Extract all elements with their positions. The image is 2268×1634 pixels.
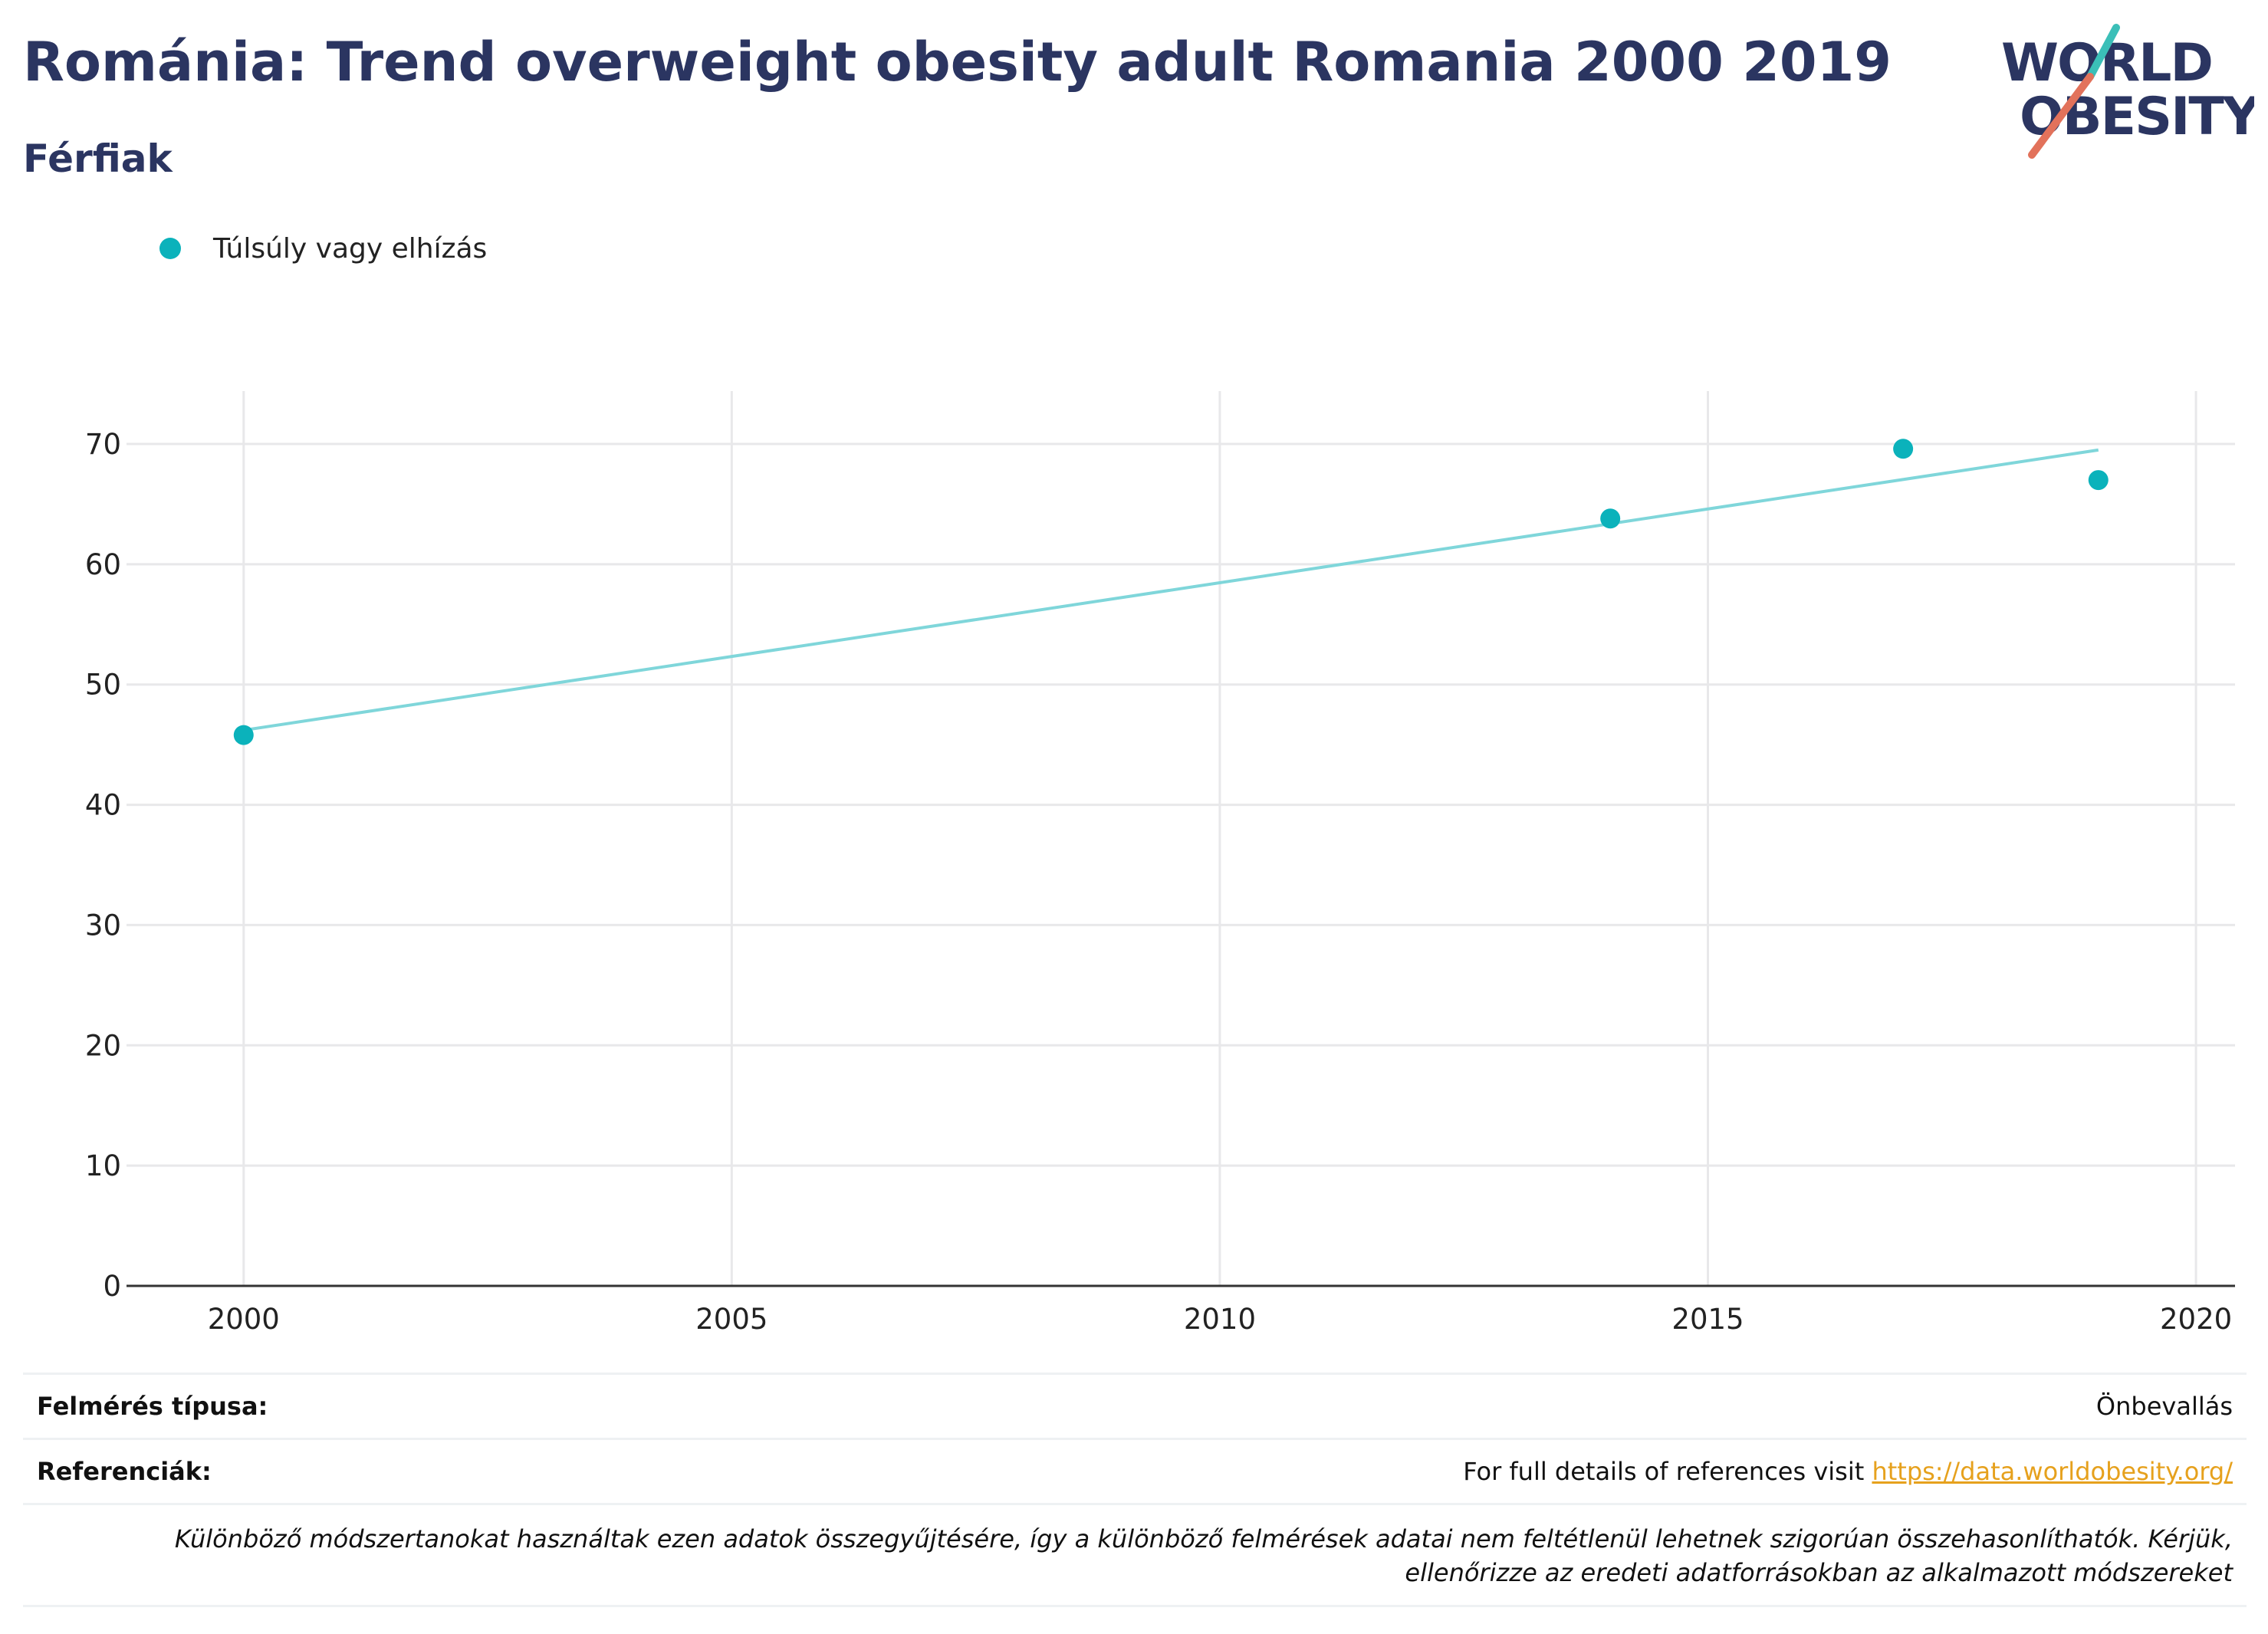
- logo-line2: OBESITY: [2020, 87, 2254, 147]
- info-table: Felmérés típusa: Önbevallás Referenciák:…: [23, 1373, 2247, 1607]
- data-point: [1893, 439, 1914, 459]
- y-tick-label: 40: [85, 789, 121, 822]
- y-tick-label: 20: [85, 1029, 121, 1062]
- chart: 0 10 20 30 40 50 60 70 2000 2005 2010 2015 2020: [85, 391, 2235, 1336]
- survey-type-value: Önbevallás: [2095, 1392, 2233, 1421]
- survey-type-label: Felmérés típusa:: [37, 1392, 268, 1421]
- y-tick-label: 0: [103, 1270, 121, 1303]
- x-tick-label: 2000: [208, 1303, 280, 1336]
- data-point: [233, 725, 254, 745]
- legend-marker: [159, 238, 181, 259]
- y-tick-label: 70: [85, 428, 121, 461]
- grid-layer: [127, 391, 2235, 1286]
- page-title: Románia: Trend overweight obesity adult …: [23, 31, 1892, 94]
- references-value: For full details of references visit htt…: [1463, 1457, 2233, 1486]
- legend-label: Túlsúly vagy elhízás: [213, 232, 488, 265]
- points-layer: [233, 439, 2109, 745]
- data-point: [1600, 508, 1621, 529]
- y-tick-label: 10: [85, 1149, 121, 1182]
- y-tick-label: 30: [85, 909, 121, 942]
- logo-slash-bottom: [2028, 73, 2094, 159]
- data-point: [2088, 470, 2109, 491]
- x-tick-label: 2005: [695, 1303, 768, 1336]
- page-subtitle: Férfiak: [23, 136, 173, 181]
- x-tick-label: 2010: [1184, 1303, 1256, 1336]
- references-link[interactable]: https://data.worldobesity.org/: [1872, 1457, 2233, 1486]
- methodology-note: Különböző módszertanokat használtak ezen…: [23, 1503, 2247, 1607]
- references-label: Referenciák:: [37, 1457, 212, 1486]
- logo-slash-top: [2086, 24, 2120, 81]
- references-text: For full details of references visit: [1463, 1457, 1872, 1486]
- survey-type-row: Felmérés típusa: Önbevallás: [23, 1373, 2247, 1438]
- y-tick-label: 60: [85, 548, 121, 581]
- x-tick-label: 2020: [2160, 1303, 2232, 1336]
- trend-layer: [243, 448, 2099, 732]
- x-tick-label: 2015: [1671, 1303, 1744, 1336]
- y-tick-label: 50: [85, 669, 121, 702]
- world-obesity-logo: WORLD OBESITY: [2001, 24, 2254, 159]
- axis-layer: 0 10 20 30 40 50 60 70 2000 2005 2010 2015 2020: [85, 428, 2235, 1336]
- trend-line: [243, 448, 2099, 732]
- references-row: Referenciák: For full details of referen…: [23, 1438, 2247, 1503]
- chart-legend[interactable]: Túlsúly vagy elhízás: [159, 228, 487, 268]
